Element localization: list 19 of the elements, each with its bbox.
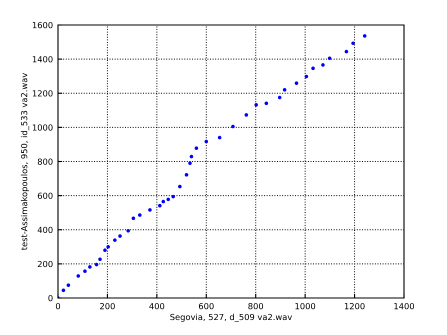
- y-tick-label: 0: [48, 294, 53, 302]
- y-tick-label: 1200: [32, 90, 53, 97]
- y-tick-label: 1400: [32, 56, 53, 62]
- y-tick-label: 200: [38, 260, 53, 268]
- y-tick-label: 600: [38, 192, 53, 199]
- x-tick-label: 1200: [344, 303, 365, 310]
- x-tick-label: 1400: [394, 303, 414, 310]
- x-tick-label: 200: [100, 303, 115, 310]
- x-tick-label: 0: [56, 303, 60, 310]
- x-tick-label: 800: [248, 303, 264, 310]
- y-tick-label: 1000: [32, 124, 53, 131]
- x-tick-label: 1000: [295, 303, 316, 310]
- x-axis-title: Segovia, 527, d_509 va2.wav: [170, 314, 292, 322]
- y-tick-label: 800: [38, 158, 53, 165]
- y-tick-label: 1600: [32, 22, 53, 28]
- x-tick-label: 400: [149, 303, 164, 310]
- x-tick-label: 600: [198, 303, 214, 310]
- y-axis-title: test-Assimakopoulos, 950, id_533 va2.wav: [20, 73, 30, 250]
- y-tick-label: 400: [38, 226, 53, 234]
